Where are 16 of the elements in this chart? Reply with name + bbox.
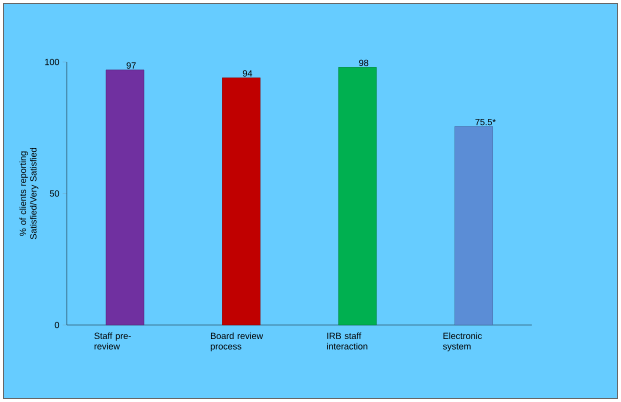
bar <box>222 78 260 326</box>
data-label: 98 <box>359 60 368 66</box>
data-label: 75.5* <box>475 118 496 126</box>
bar <box>338 67 377 326</box>
data-label: 97 <box>126 62 136 69</box>
y-tick-label: 100 <box>45 58 60 66</box>
data-label: 94 <box>242 70 252 77</box>
x-tick-label: Electronic system <box>443 332 482 352</box>
x-tick-label: IRB staff interaction <box>327 332 368 350</box>
y-tick-label: 50 <box>50 190 60 197</box>
y-tick-label: 0 <box>54 322 60 328</box>
x-tick-label: Staff pre-review <box>94 332 131 350</box>
x-tick-label: Board review process <box>210 332 264 352</box>
y-axis-title: % of clients reporting Satisfied/Very Satisfied <box>19 148 38 240</box>
bar <box>454 126 493 326</box>
bar <box>106 70 144 326</box>
